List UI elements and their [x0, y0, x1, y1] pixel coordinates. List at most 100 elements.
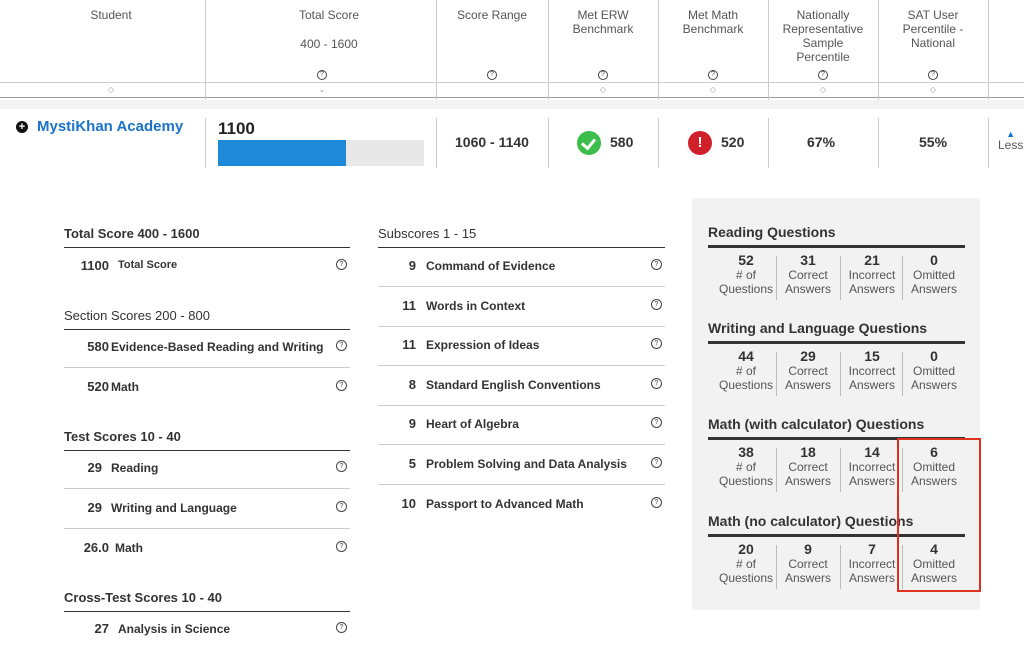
help-icon[interactable]: ? [651, 496, 662, 508]
help-icon[interactable]: ? [651, 457, 662, 468]
stat-cell: 52 # of Questions [715, 252, 777, 302]
stat-divider [840, 352, 841, 396]
highlight-box [897, 438, 981, 592]
sort-cell: ⌄ [222, 0, 422, 101]
help-icon[interactable]: ? [651, 259, 662, 270]
stat-divider [840, 545, 841, 589]
erw-score-value: 580 [610, 134, 634, 150]
stat-label-line2: Answers [784, 571, 831, 585]
subscore-value: 5 [408, 456, 416, 471]
score-row: 26.0 Math ? [64, 529, 350, 569]
sort-icon[interactable]: ◇ [599, 85, 607, 94]
sort-icon[interactable]: ◇ [929, 85, 937, 94]
score-value: 27 [94, 621, 109, 636]
help-cell: ? [548, 0, 658, 101]
help-icon[interactable]: ? [336, 380, 347, 391]
stat-cell: 6 Omitted Answers [903, 444, 965, 494]
help-icon[interactable]: ? [336, 501, 347, 512]
help-icon[interactable]: ? [598, 70, 608, 80]
question-stats: 44 # of Questions 29 Correct Answers 15 Incorre… [715, 348, 965, 398]
help-icon[interactable]: ? [317, 70, 327, 80]
stat-label-line2: Answers [848, 571, 895, 585]
question-group-rule [708, 534, 965, 537]
help-icon[interactable]: ? [651, 338, 662, 350]
cell-divider [768, 118, 769, 168]
cross-test-heading: Cross-Test Scores 10 - 40 [64, 590, 350, 612]
question-group-rule [708, 341, 965, 344]
stat-label-line1: Correct [788, 364, 828, 378]
column-met-math[interactable]: Met Math Benchmark [658, 0, 768, 101]
total-score-bar [218, 140, 424, 166]
help-icon[interactable]: ? [336, 541, 347, 552]
row-separator-band [0, 100, 1024, 109]
score-row: 29 Writing and Language ? [64, 489, 350, 529]
stat-label-line2: Answers [784, 282, 831, 296]
score-range-value: 1060 - 1140 [455, 134, 529, 150]
column-label: Total Score [298, 8, 360, 22]
cell-divider [436, 118, 437, 168]
column-divider [548, 0, 549, 101]
stat-value: 6 [930, 444, 938, 460]
score-row: 1100 Total Score ? [64, 247, 350, 287]
stat-divider [902, 256, 903, 300]
stat-divider [902, 545, 903, 589]
sort-cell: ◇ [768, 0, 878, 101]
expand-plus-icon[interactable]: + [16, 121, 28, 133]
stat-label-line1: Incorrect [848, 557, 896, 571]
score-value: 29 [87, 500, 102, 515]
help-icon[interactable]: ? [651, 417, 662, 429]
column-label: Nationally Representative Sample Percent… [782, 8, 864, 64]
stat-value: 38 [738, 444, 754, 460]
stat-value: 0 [930, 252, 938, 268]
stat-value: 18 [800, 444, 816, 460]
subscore-label: Passport to Advanced Math [426, 496, 584, 511]
subscore-row: 8 Standard English Conventions? [378, 366, 665, 406]
question-stats: 20 # of Questions 9 Correct Answers 7 Incorrect… [715, 541, 965, 591]
stat-cell: 15 Incorrect Answers [841, 348, 903, 398]
stat-divider [776, 545, 777, 589]
subscore-label: Expression of Ideas [426, 338, 540, 353]
help-icon[interactable]: ? [818, 70, 828, 80]
subscore-label: Standard English Conventions [426, 377, 601, 392]
column-divider [205, 0, 206, 101]
column-label: Student [90, 8, 132, 22]
stat-label-line1: # of [735, 460, 756, 474]
help-icon[interactable]: ? [336, 259, 347, 270]
help-icon[interactable]: ? [708, 70, 718, 80]
help-icon[interactable]: ? [651, 298, 662, 310]
sort-cell: ◇ [658, 0, 768, 101]
less-toggle[interactable]: ▲ Less [998, 130, 1023, 153]
score-row: 580 Evidence-Based Reading and Writing ? [64, 328, 350, 368]
column-divider [988, 0, 989, 101]
sort-icon[interactable]: ◇ [819, 85, 827, 94]
score-row: 29 Reading ? [64, 449, 350, 489]
subscore-row: 9 Heart of Algebra? [378, 405, 665, 446]
sort-icon[interactable]: ◇ [107, 85, 115, 94]
column-user-percentile[interactable]: SAT User Percentile - National [878, 0, 988, 101]
sort-down-icon[interactable]: ⌄ [318, 85, 326, 94]
sort-icon[interactable]: ◇ [709, 85, 717, 94]
section-scores-heading: Section Scores 200 - 800 [64, 308, 350, 330]
help-icon[interactable]: ? [336, 622, 347, 633]
subscore-row: 11 Words in Context? [378, 287, 665, 327]
help-icon[interactable]: ? [336, 340, 347, 351]
stat-label-line2: Questions [718, 378, 774, 392]
stat-cell: 9 Correct Answers [777, 541, 839, 591]
subscore-label: Command of Evidence [426, 259, 556, 273]
student-name-link[interactable]: MystiKhan Academy [37, 118, 184, 135]
column-score-range[interactable]: Score Range [436, 0, 548, 101]
column-national-percentile[interactable]: Nationally Representative Sample Percent… [768, 0, 878, 101]
column-student[interactable]: Student [0, 0, 222, 101]
stat-divider [902, 352, 903, 396]
help-cell: ? [222, 0, 422, 101]
column-total-score[interactable]: Total Score 400 - 1600 [222, 0, 436, 101]
help-icon[interactable]: ? [651, 377, 662, 389]
help-icon[interactable]: ? [336, 461, 347, 472]
help-icon[interactable]: ? [487, 70, 497, 80]
help-cell: ? [878, 0, 988, 101]
help-icon[interactable]: ? [928, 70, 938, 80]
column-label: SAT User Percentile - National [902, 8, 964, 50]
column-label: Met ERW Benchmark [572, 8, 634, 36]
column-met-erw[interactable]: Met ERW Benchmark [548, 0, 658, 101]
question-group-rule [708, 245, 965, 248]
